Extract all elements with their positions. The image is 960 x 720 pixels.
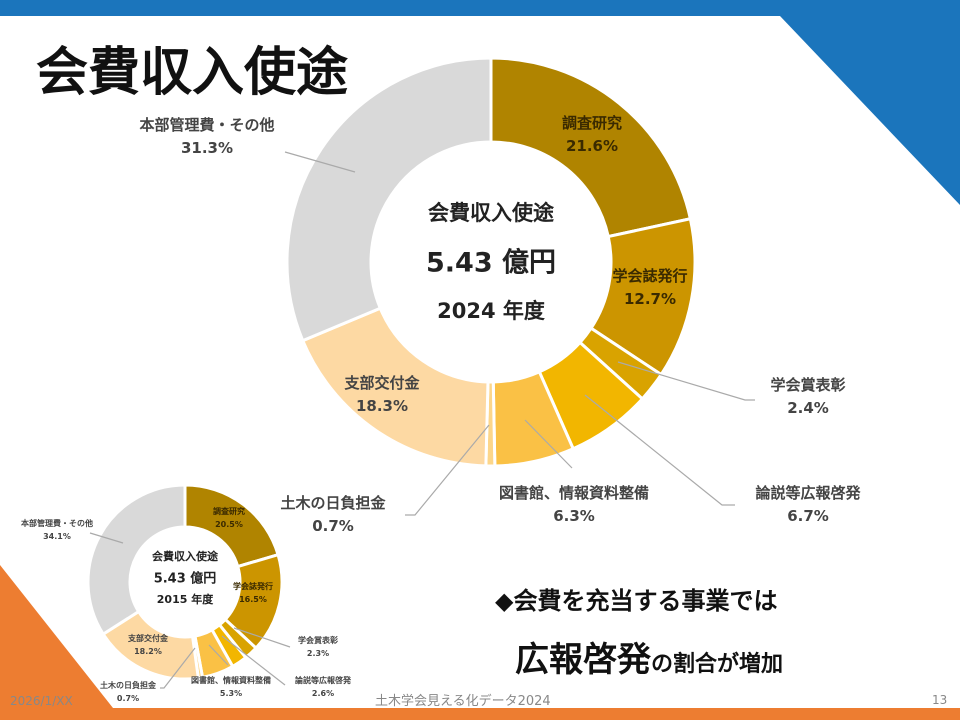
- small-label-library: 図書館、情報資料整備 5.3%: [191, 676, 271, 698]
- donut-slice-0: [489, 56, 693, 239]
- small-label-awards: 学会賞表彰 2.3%: [298, 636, 338, 658]
- label-hq: 本部管理費・その他 31.3%: [139, 116, 275, 157]
- message-emphasis: 広報啓発: [515, 640, 651, 680]
- small-label-hq: 本部管理費・その他 34.1%: [21, 519, 93, 541]
- donut-2024: [285, 56, 697, 468]
- label-journal: 学会誌発行 12.7%: [612, 267, 688, 308]
- bottom-left-triangle: [0, 565, 113, 708]
- footer-date: 2026/1/XX: [10, 694, 73, 708]
- small-label-branch: 支部交付金 18.2%: [128, 634, 168, 656]
- small-label-pr: 論説等広報啓発 2.6%: [295, 676, 351, 698]
- center-amount: 5.43 億円: [425, 247, 557, 279]
- label-library: 図書館、情報資料整備 6.3%: [498, 484, 650, 525]
- label-awards: 学会賞表彰 2.4%: [770, 376, 846, 417]
- center-title: 会費収入使途: [428, 201, 554, 225]
- center-year: 2024 年度: [437, 299, 545, 323]
- donut-slice-7: [86, 483, 187, 637]
- top-bar: [0, 0, 960, 16]
- top-right-triangle: [780, 16, 960, 205]
- footer-source: 土木学会見える化データ2024: [375, 694, 551, 709]
- bottom-bar: [0, 708, 960, 720]
- message-rest: の割合が増加: [651, 652, 784, 677]
- leader-lines: [89, 151, 755, 689]
- message-line1: ◆会費を充当する事業では: [495, 587, 778, 615]
- message-line2: 広報啓発の割合が増加: [515, 632, 783, 681]
- small-center-title: 会費収入使途: [152, 550, 218, 563]
- small-center-amount: 5.43 億円: [153, 571, 217, 587]
- small-label-research: 調査研究 20.5%: [213, 507, 245, 529]
- label-branch: 支部交付金 18.3%: [344, 374, 420, 415]
- label-pr: 論説等広報啓発 6.7%: [755, 484, 861, 525]
- donut-2015: [86, 483, 284, 681]
- donut-slice-7: [285, 56, 493, 343]
- label-research: 調査研究 21.6%: [561, 114, 623, 155]
- small-center-year: 2015 年度: [156, 593, 214, 606]
- page-title: 会費収入使途: [36, 43, 349, 103]
- small-label-journal: 学会誌発行 16.5%: [233, 582, 273, 604]
- label-doboku-day: 土木の日負担金 0.7%: [280, 494, 386, 535]
- small-label-doboku-day: 土木の日負担金 0.7%: [100, 681, 156, 703]
- footer-page-number: 13: [932, 693, 948, 707]
